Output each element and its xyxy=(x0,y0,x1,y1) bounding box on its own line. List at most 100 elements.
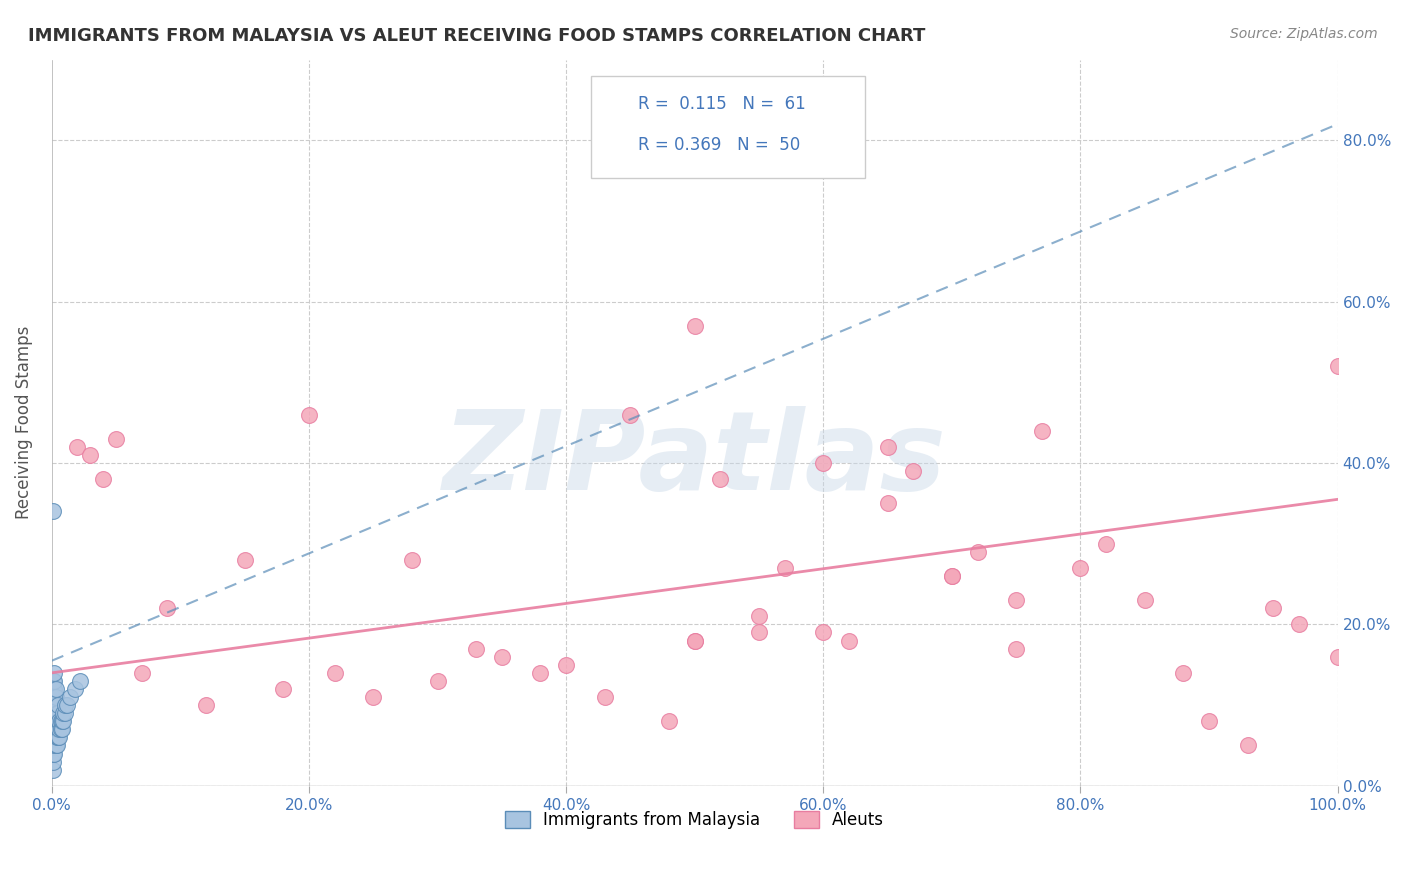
Point xyxy=(42,731,65,745)
Point xyxy=(44,698,66,712)
Point xyxy=(45,706,67,721)
Text: Source: ZipAtlas.com: Source: ZipAtlas.com xyxy=(1230,27,1378,41)
Point xyxy=(45,731,67,745)
Point xyxy=(1326,649,1348,664)
Point xyxy=(56,698,79,712)
Point xyxy=(45,690,67,704)
Point xyxy=(619,408,641,422)
Point xyxy=(45,723,67,737)
Point xyxy=(1031,424,1053,438)
Point xyxy=(683,633,706,648)
Point xyxy=(44,698,66,712)
Point xyxy=(45,714,67,729)
Point xyxy=(42,681,65,696)
Point xyxy=(48,723,70,737)
Point xyxy=(838,633,860,648)
Point xyxy=(45,723,67,737)
Point xyxy=(49,723,72,737)
Point xyxy=(79,448,101,462)
Point xyxy=(401,553,423,567)
Point xyxy=(69,673,91,688)
Point xyxy=(52,706,75,721)
Point xyxy=(51,714,73,729)
Point xyxy=(59,690,82,704)
Point xyxy=(813,456,835,470)
Point xyxy=(876,496,898,510)
Point xyxy=(1263,601,1285,615)
Point xyxy=(773,561,796,575)
Point xyxy=(44,681,66,696)
Point xyxy=(1005,593,1028,607)
Point xyxy=(813,625,835,640)
Point xyxy=(1173,665,1195,680)
Point xyxy=(105,432,128,446)
Point xyxy=(63,681,86,696)
Point xyxy=(156,601,179,615)
Point xyxy=(51,723,73,737)
Point xyxy=(46,714,69,729)
Point xyxy=(903,464,925,478)
Point xyxy=(45,739,67,753)
Point xyxy=(1326,359,1348,374)
Point xyxy=(195,698,218,712)
Point xyxy=(45,706,67,721)
Point xyxy=(46,698,69,712)
Point xyxy=(52,714,75,729)
Point xyxy=(1095,537,1118,551)
Point xyxy=(131,665,153,680)
Point xyxy=(46,723,69,737)
Point xyxy=(44,690,66,704)
Point xyxy=(44,739,66,753)
Point xyxy=(44,673,66,688)
Point xyxy=(42,698,65,712)
Point xyxy=(42,504,65,518)
Point xyxy=(45,714,67,729)
Point xyxy=(48,731,70,745)
Point xyxy=(658,714,681,729)
Point xyxy=(46,731,69,745)
Point xyxy=(45,681,67,696)
Point xyxy=(1198,714,1220,729)
Point xyxy=(48,714,70,729)
Point xyxy=(42,723,65,737)
Point xyxy=(91,472,114,486)
Point xyxy=(555,657,578,672)
Point xyxy=(529,665,551,680)
Point xyxy=(46,706,69,721)
Point xyxy=(42,739,65,753)
Point xyxy=(1005,641,1028,656)
Point xyxy=(53,698,76,712)
Point xyxy=(45,731,67,745)
Legend: Immigrants from Malaysia, Aleuts: Immigrants from Malaysia, Aleuts xyxy=(499,804,891,836)
Text: R = 0.369   N =  50: R = 0.369 N = 50 xyxy=(638,136,800,153)
Point xyxy=(42,731,65,745)
Point xyxy=(45,698,67,712)
Point xyxy=(323,665,346,680)
Point xyxy=(361,690,384,704)
Point xyxy=(42,747,65,761)
Point xyxy=(941,569,963,583)
Point xyxy=(42,690,65,704)
Point xyxy=(876,440,898,454)
Point xyxy=(44,706,66,721)
Point xyxy=(44,731,66,745)
Point xyxy=(53,706,76,721)
Point xyxy=(426,673,449,688)
Point xyxy=(44,714,66,729)
Point xyxy=(271,681,294,696)
Point xyxy=(683,633,706,648)
Point xyxy=(44,723,66,737)
Point xyxy=(45,739,67,753)
Point xyxy=(709,472,731,486)
Text: R =  0.115   N =  61: R = 0.115 N = 61 xyxy=(638,95,806,113)
Point xyxy=(42,698,65,712)
Point xyxy=(49,714,72,729)
Point xyxy=(683,318,706,333)
Point xyxy=(44,665,66,680)
Point xyxy=(941,569,963,583)
Point xyxy=(298,408,321,422)
Text: IMMIGRANTS FROM MALAYSIA VS ALEUT RECEIVING FOOD STAMPS CORRELATION CHART: IMMIGRANTS FROM MALAYSIA VS ALEUT RECEIV… xyxy=(28,27,925,45)
Point xyxy=(1069,561,1091,575)
Point xyxy=(1288,617,1310,632)
Text: ZIPatlas: ZIPatlas xyxy=(443,406,946,513)
